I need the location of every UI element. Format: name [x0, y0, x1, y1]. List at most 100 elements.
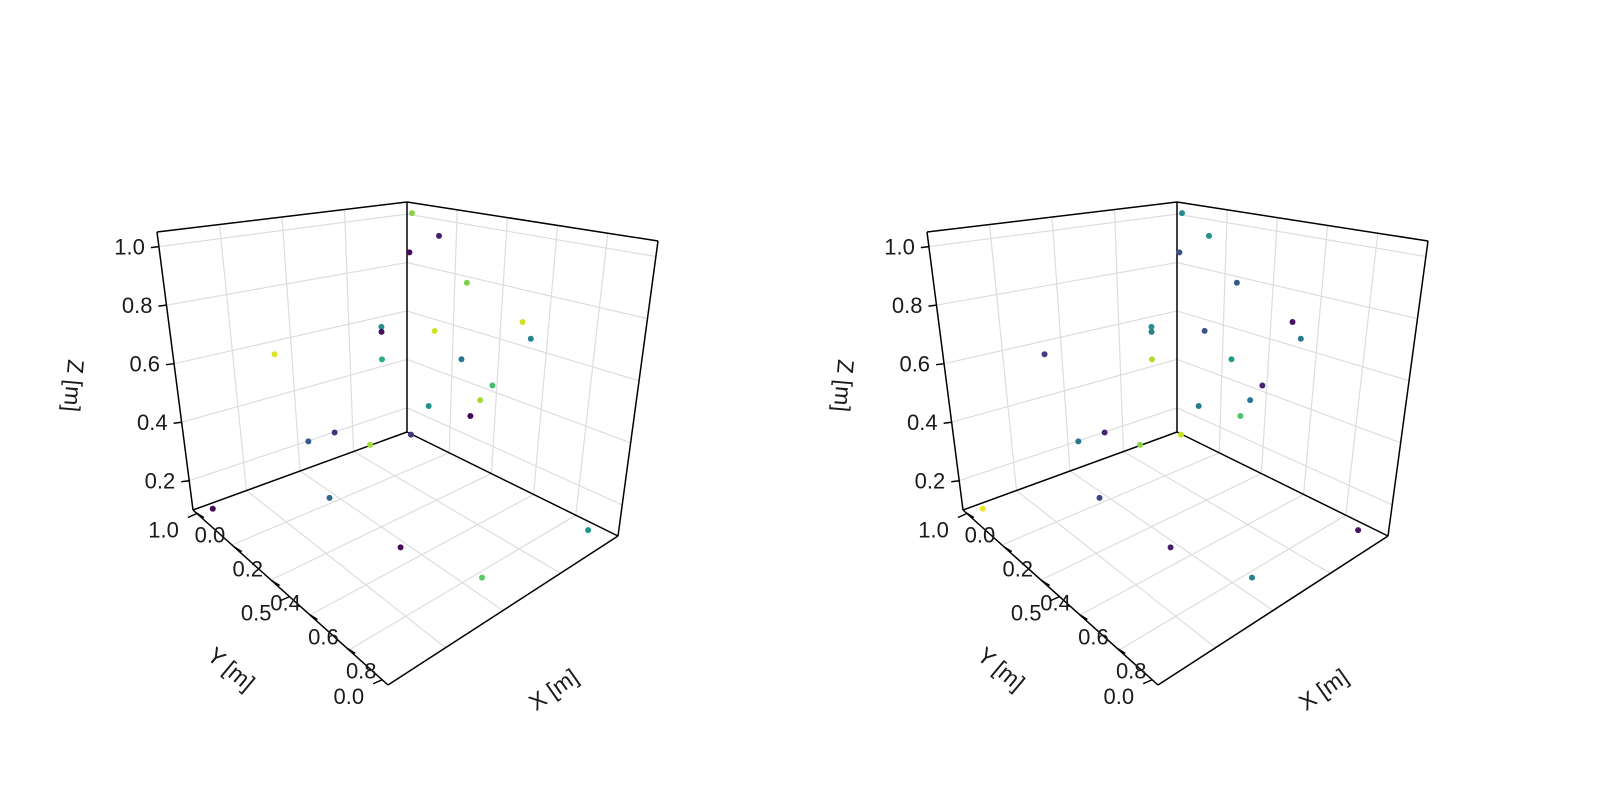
grid-line — [1016, 490, 1216, 649]
x-tick — [1003, 545, 1013, 553]
data-point — [1355, 527, 1362, 534]
x-tick-label: 0.0 — [965, 523, 996, 548]
data-point — [1247, 397, 1254, 404]
data-point — [1228, 356, 1235, 363]
grid-line — [189, 407, 623, 506]
z-tick-label: 0.6 — [899, 352, 930, 377]
data-point — [378, 323, 385, 330]
grid-line — [951, 358, 1401, 444]
data-point — [367, 441, 374, 448]
data-point — [1195, 402, 1202, 409]
grid-line — [353, 450, 561, 574]
grid-line — [1303, 225, 1329, 495]
x-tick-label: 0.4 — [270, 591, 301, 616]
data-point — [463, 279, 470, 286]
y-axis-line — [192, 509, 389, 686]
x-tick — [1079, 613, 1088, 621]
data-point — [1289, 319, 1296, 326]
x-tick-label: 0.4 — [1040, 591, 1071, 616]
chart-panel-2: 0.20.40.60.81.00.00.20.40.60.80.00.51.0X… — [829, 201, 1429, 715]
z-tick — [150, 245, 159, 249]
data-point — [479, 574, 486, 581]
x-tick-label: 0.8 — [1116, 658, 1147, 683]
data-point — [467, 413, 474, 420]
data-point — [378, 356, 385, 363]
scatter-points — [979, 210, 1362, 581]
z-tick — [181, 479, 190, 483]
data-point — [435, 232, 442, 239]
y-tick-label: 1.0 — [918, 518, 949, 543]
data-point — [1259, 382, 1266, 389]
grid-line — [448, 209, 458, 453]
grid-line — [1123, 450, 1331, 574]
grid-line — [246, 490, 446, 649]
frame-edge — [156, 231, 194, 511]
frame-edge — [406, 201, 659, 242]
data-point — [271, 351, 278, 358]
frame-edge — [1176, 431, 1389, 537]
axes-frame — [926, 201, 1429, 686]
chart-panel-1: 0.20.40.60.81.00.00.20.40.60.80.00.51.0X… — [59, 201, 659, 715]
grid — [928, 209, 1426, 651]
z-tick — [928, 304, 937, 307]
x-tick — [195, 511, 205, 519]
data-point — [458, 356, 465, 363]
z-tick — [951, 479, 960, 483]
grid-line — [218, 224, 248, 491]
z-tick — [943, 421, 952, 424]
data-point — [1075, 438, 1082, 445]
x-axis-label: X [m] — [524, 663, 583, 715]
x-tick-label: 0.0 — [195, 523, 226, 548]
y-tick — [1142, 679, 1153, 685]
data-point — [407, 431, 414, 438]
data-point — [1237, 413, 1244, 420]
z-tick-label: 0.2 — [915, 469, 946, 494]
z-tick — [935, 362, 945, 366]
data-point — [331, 429, 338, 436]
z-tick-label: 0.4 — [907, 410, 938, 435]
frame-edge — [926, 201, 1178, 233]
z-tick — [165, 362, 175, 366]
grid-line — [1069, 470, 1274, 611]
data-point — [1096, 494, 1103, 501]
data-point — [1201, 327, 1208, 334]
data-point — [397, 544, 404, 551]
x-tick — [346, 647, 356, 655]
y-tick — [372, 679, 383, 685]
data-point — [326, 494, 333, 501]
data-point — [489, 382, 496, 389]
frame-edge — [1387, 240, 1429, 537]
z-tick-label: 1.0 — [884, 235, 915, 260]
z-axis-label: Z [m] — [829, 358, 859, 412]
x-tick — [309, 613, 318, 621]
x-axis-line — [387, 535, 619, 686]
x-tick-label: 0.2 — [232, 557, 263, 582]
y-tick — [280, 595, 290, 602]
x-axis-line — [1157, 535, 1389, 686]
y-tick-label: 0.5 — [241, 601, 272, 626]
z-tick — [920, 245, 929, 249]
data-point — [408, 210, 415, 217]
z-tick-label: 0.8 — [892, 293, 923, 318]
x-axis-label: X [m] — [1294, 663, 1353, 715]
data-point — [1167, 544, 1174, 551]
grid-line — [1260, 217, 1278, 474]
x-tick-label: 0.6 — [1078, 624, 1109, 649]
y-tick-label: 0.0 — [334, 684, 365, 709]
z-tick — [173, 421, 182, 424]
z-axis-label: Z [m] — [59, 358, 89, 412]
frame-edge — [617, 240, 659, 537]
y-axis-label: Y [m] — [202, 642, 260, 696]
data-point — [1177, 431, 1184, 438]
frame-edge — [926, 231, 964, 511]
y-tick-label: 0.0 — [1104, 684, 1135, 709]
data-point — [519, 319, 526, 326]
data-point — [979, 505, 986, 512]
data-point — [378, 328, 385, 335]
z-tick-label: 0.4 — [137, 410, 168, 435]
x-tick-label: 0.6 — [308, 624, 339, 649]
grid-line — [533, 225, 559, 495]
data-point — [585, 527, 592, 534]
frame-edge — [156, 201, 408, 233]
